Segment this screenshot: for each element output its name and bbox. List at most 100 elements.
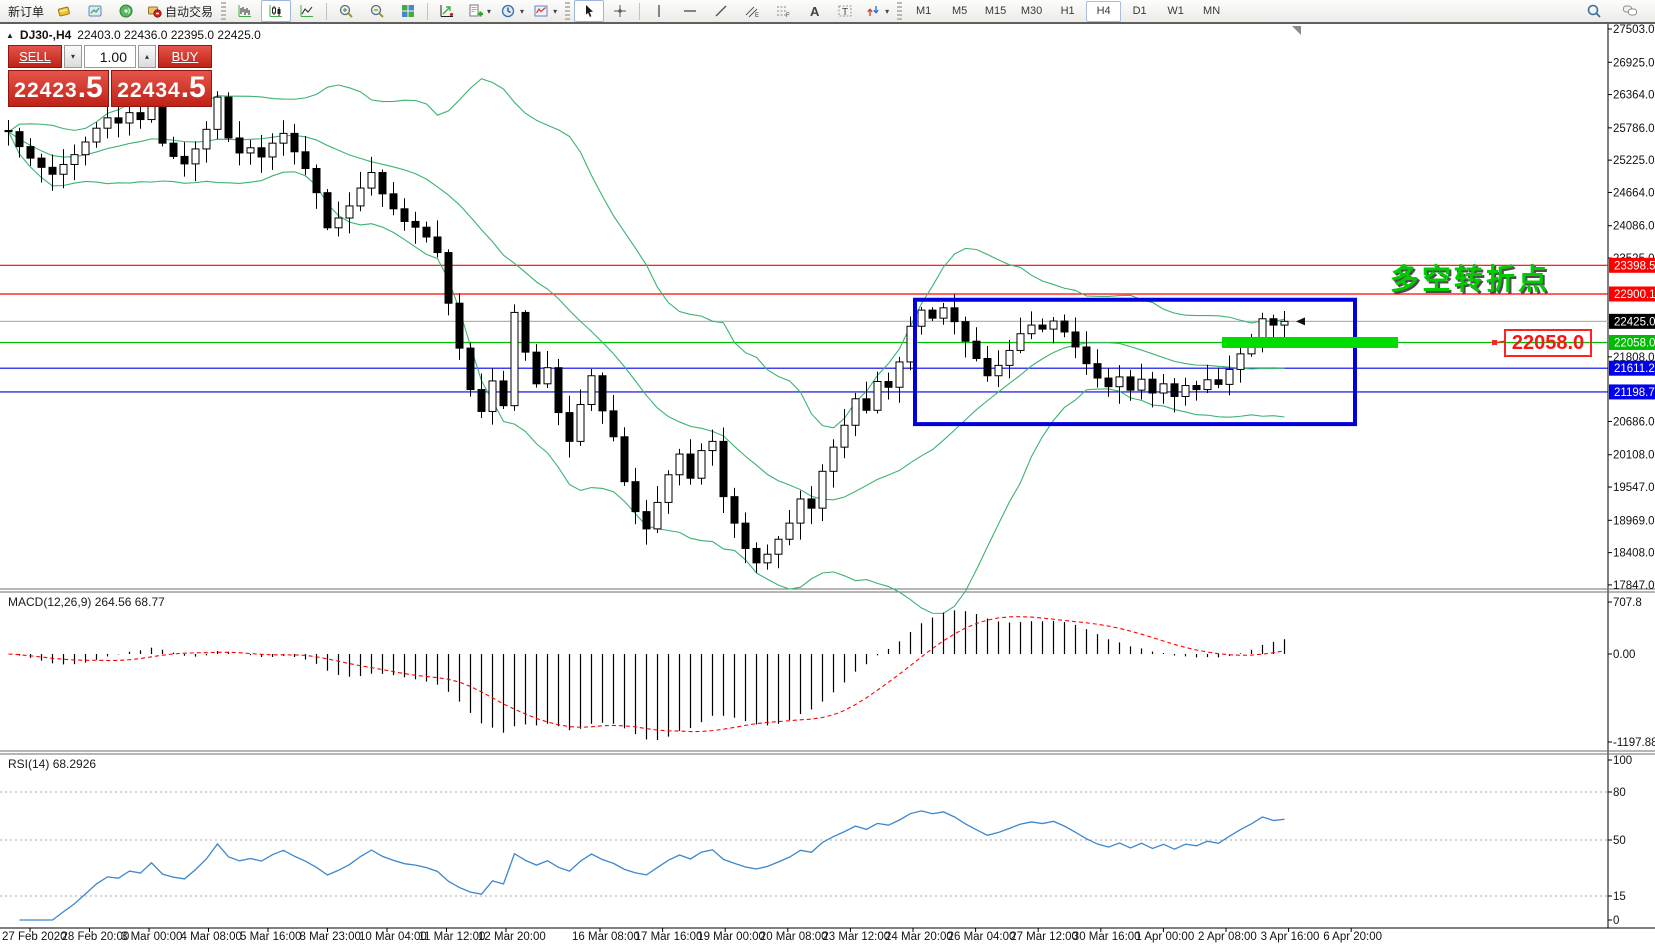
svg-text:19 Mar 00:00: 19 Mar 00:00	[697, 931, 765, 943]
macd-label: MACD(12,26,9) 264.56 68.77	[8, 595, 165, 609]
svg-text:30 Mar 16:00: 30 Mar 16:00	[1073, 931, 1141, 943]
line-chart-button[interactable]	[292, 0, 322, 22]
toolbar-separator	[326, 2, 328, 20]
volume-increase-button[interactable]: ▴	[138, 45, 156, 68]
templates-button[interactable]: ▾	[529, 0, 561, 22]
bar-chart-button[interactable]	[230, 0, 260, 22]
zoom-out-button[interactable]	[362, 0, 392, 22]
zoom-in-button[interactable]	[331, 0, 361, 22]
autotrading-button[interactable]: 自动交易	[142, 0, 217, 22]
chat-button[interactable]	[1615, 0, 1645, 22]
buy-price-button[interactable]: 22434.5	[111, 70, 212, 107]
charts-button[interactable]	[80, 0, 110, 22]
svg-text:3 Apr 16:00: 3 Apr 16:00	[1261, 931, 1320, 943]
text-label-icon: T	[838, 5, 852, 18]
sell-price-button[interactable]: 22423.5	[8, 70, 109, 107]
chart-canvas[interactable]: 27503.0 26925.0 26364.0 25786.0 25225.0 24664…	[0, 24, 1655, 945]
fibonacci-button[interactable]: F	[768, 0, 798, 22]
zoom-in-icon	[339, 4, 353, 18]
search-button[interactable]	[1579, 0, 1609, 22]
chevron-down-icon[interactable]: ▾	[885, 6, 890, 16]
support-zone-bar[interactable]	[1222, 336, 1398, 348]
price-callout-label[interactable]: 22058.0	[1504, 329, 1592, 357]
sell-button[interactable]: SELL	[8, 45, 62, 68]
svg-text:22900.1: 22900.1	[1614, 289, 1655, 301]
timeframe-m5-button[interactable]: M5	[951, 5, 968, 17]
candlestick-button[interactable]	[261, 0, 292, 22]
volume-decrease-button[interactable]: ▾	[64, 45, 82, 68]
sell-price: 22423	[14, 79, 78, 102]
text-button[interactable]: A	[799, 0, 829, 22]
timeframe-h4-button[interactable]: H4	[1086, 0, 1122, 22]
rsi-pane: 100 80 50 15 0	[0, 755, 1632, 927]
buy-button[interactable]: BUY	[158, 45, 212, 68]
svg-text:5 Mar 16:00: 5 Mar 16:00	[240, 931, 301, 943]
cursor-button[interactable]	[574, 0, 605, 22]
svg-text:23 Mar 12:00: 23 Mar 12:00	[822, 931, 890, 943]
svg-text:25786.0: 25786.0	[1613, 123, 1655, 135]
timeframe-w1-button[interactable]: W1	[1167, 5, 1184, 17]
chevron-down-icon[interactable]: ▾	[553, 6, 558, 16]
consolidation-rectangle[interactable]	[913, 297, 1357, 427]
new-order-button[interactable]: 新订单	[4, 0, 48, 22]
svg-text:27 Mar 12:00: 27 Mar 12:00	[1010, 931, 1078, 943]
timeframe-m1-button[interactable]: M1	[915, 5, 932, 17]
vertical-line-button[interactable]	[644, 0, 674, 22]
crosshair-icon	[614, 5, 627, 17]
chevron-down-icon[interactable]: ▾	[520, 6, 525, 16]
hline-icon	[684, 10, 697, 12]
rsi-label: RSI(14) 68.2926	[8, 757, 97, 771]
one-click-trading-panel: SELL ▾ 1.00 ▴ BUY 22423.5 22434.5	[8, 45, 212, 107]
chat-icon	[1623, 5, 1637, 16]
svg-text:707.8: 707.8	[1613, 597, 1642, 609]
bar-chart-icon	[238, 5, 252, 17]
crosshair-button[interactable]	[605, 0, 635, 22]
horizontal-line-button[interactable]	[675, 0, 705, 22]
chevron-down-icon[interactable]: ▾	[487, 6, 492, 16]
svg-text:0: 0	[1613, 915, 1619, 927]
horizontal-level-lines	[0, 264, 1608, 393]
search-icon	[1587, 4, 1601, 18]
auto-arrange-icon	[440, 5, 454, 17]
text-label-button[interactable]: T	[830, 0, 860, 22]
svg-text:T: T	[842, 7, 848, 18]
metaeditor-button[interactable]	[49, 0, 79, 22]
line-chart-icon	[300, 5, 314, 17]
annotation-text[interactable]: 多空转折点	[1390, 264, 1551, 296]
signals-button[interactable]	[111, 0, 141, 22]
toolbar-separator	[639, 2, 641, 20]
auto-arrange-button[interactable]	[432, 0, 462, 22]
svg-text:26364.0: 26364.0	[1613, 90, 1655, 102]
svg-text:80: 80	[1613, 787, 1626, 799]
tile-windows-button[interactable]	[393, 0, 423, 22]
svg-text:17847.0: 17847.0	[1613, 580, 1655, 592]
chart-collapse-icon[interactable]: ▲	[6, 30, 14, 40]
toolbar: 新订单 自动交易 ▾ ▾ ▾ E F A T ▾ M1 M5 M15 M30 H1 H4 D1 W1 MN	[0, 0, 1655, 24]
svg-text:-1197.88: -1197.88	[1613, 737, 1655, 749]
timeframe-mn-button[interactable]: MN	[1203, 5, 1221, 17]
toolbar-drag-handle	[221, 2, 227, 20]
chart-header: ▲ DJ30-,H4 22403.0 22436.0 22395.0 22425…	[6, 28, 261, 42]
timeframe-d1-button[interactable]: D1	[1132, 5, 1147, 17]
autotrading-button-label: 自动交易	[165, 4, 214, 19]
periods-button[interactable]: ▾	[496, 0, 528, 22]
add-indicator-button[interactable]: ▾	[463, 0, 495, 22]
macd-pane: 707.8 0.00 -1197.88	[7, 597, 1655, 749]
svg-text:4 Mar 08:00: 4 Mar 08:00	[181, 931, 242, 943]
toolbar-drag-handle	[565, 2, 571, 20]
svg-text:20686.0: 20686.0	[1613, 416, 1655, 428]
svg-text:27503.0: 27503.0	[1613, 24, 1655, 36]
svg-text:11 Mar 12:00: 11 Mar 12:00	[419, 931, 486, 943]
trendline-button[interactable]	[706, 0, 736, 22]
channel-button[interactable]: E	[737, 0, 767, 22]
volume-input[interactable]: 1.00	[84, 45, 136, 68]
toolbar-right	[1579, 0, 1651, 22]
timeframe-m30-button[interactable]: M30	[1020, 5, 1043, 17]
candles	[4, 91, 1289, 573]
timeframe-h1-button[interactable]: H1	[1060, 5, 1075, 17]
arrows-button[interactable]: ▾	[861, 0, 893, 22]
svg-text:F: F	[786, 13, 790, 19]
timeframe-m15-button[interactable]: M15	[984, 5, 1007, 17]
